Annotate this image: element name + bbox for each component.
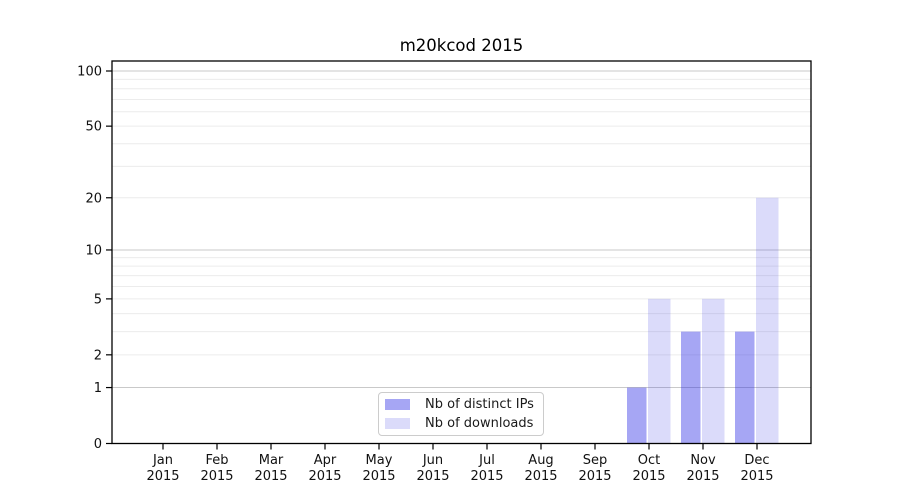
x-tick-label-month-7: Aug <box>528 453 553 468</box>
x-tick-label-year-11: 2015 <box>740 469 773 484</box>
y-tick-label-5: 5 <box>94 292 102 307</box>
x-tick-label-month-8: Sep <box>583 453 608 468</box>
x-tick-label-month-0: Jan <box>152 453 173 468</box>
y-tick-label-2: 2 <box>94 348 102 363</box>
bar-distinct-ips-oct-2015 <box>627 387 647 444</box>
y-tick-label-20: 20 <box>85 191 102 206</box>
y-tick-label-50: 50 <box>85 120 102 135</box>
legend-item-downloads: Nb of downloads <box>385 417 543 430</box>
legend: Nb of distinct IPs Nb of downloads <box>378 392 544 436</box>
bar-distinct-ips-dec-2015 <box>735 331 755 444</box>
x-tick-label-year-6: 2015 <box>470 469 503 484</box>
x-tick-label-year-2: 2015 <box>254 469 287 484</box>
x-tick-label-month-1: Feb <box>205 453 228 468</box>
x-tick-label-year-9: 2015 <box>632 469 665 484</box>
x-tick-label-year-0: 2015 <box>146 469 179 484</box>
x-tick-label-year-7: 2015 <box>524 469 557 484</box>
y-tick-label-0: 0 <box>94 437 102 452</box>
chart-title: m20kcod 2015 <box>399 36 524 55</box>
x-tick-label-month-5: Jun <box>422 453 443 468</box>
x-tick-label-month-4: May <box>366 453 393 468</box>
x-tick-label-month-3: Apr <box>314 453 337 468</box>
x-tick-label-month-9: Oct <box>638 453 660 468</box>
plot-border <box>111 60 812 445</box>
bar-downloads-oct-2015 <box>648 298 671 444</box>
y-tick-label-100: 100 <box>77 65 102 80</box>
bar-distinct-ips-nov-2015 <box>681 331 701 444</box>
bar-downloads-dec-2015 <box>756 197 779 444</box>
x-tick-label-month-6: Jul <box>478 453 495 468</box>
bar-downloads-nov-2015 <box>702 298 725 444</box>
x-tick-label-month-11: Dec <box>744 453 769 468</box>
x-tick-label-year-4: 2015 <box>362 469 395 484</box>
legend-label-downloads: Nb of downloads <box>425 415 534 431</box>
legend-label-distinct-ips: Nb of distinct IPs <box>425 397 534 413</box>
x-tick-label-year-5: 2015 <box>416 469 449 484</box>
x-tick-label-year-1: 2015 <box>200 469 233 484</box>
x-tick-label-year-10: 2015 <box>686 469 719 484</box>
x-tick-label-year-3: 2015 <box>308 469 341 484</box>
legend-item-distinct-ips: Nb of distinct IPs <box>385 398 543 411</box>
legend-swatch-downloads <box>385 417 410 429</box>
x-tick-label-year-8: 2015 <box>578 469 611 484</box>
x-tick-label-month-2: Mar <box>259 453 284 468</box>
y-tick-label-10: 10 <box>85 243 102 258</box>
legend-swatch-distinct-ips <box>385 399 410 411</box>
y-tick-label-1: 1 <box>94 381 102 396</box>
x-tick-label-month-10: Nov <box>690 453 716 468</box>
